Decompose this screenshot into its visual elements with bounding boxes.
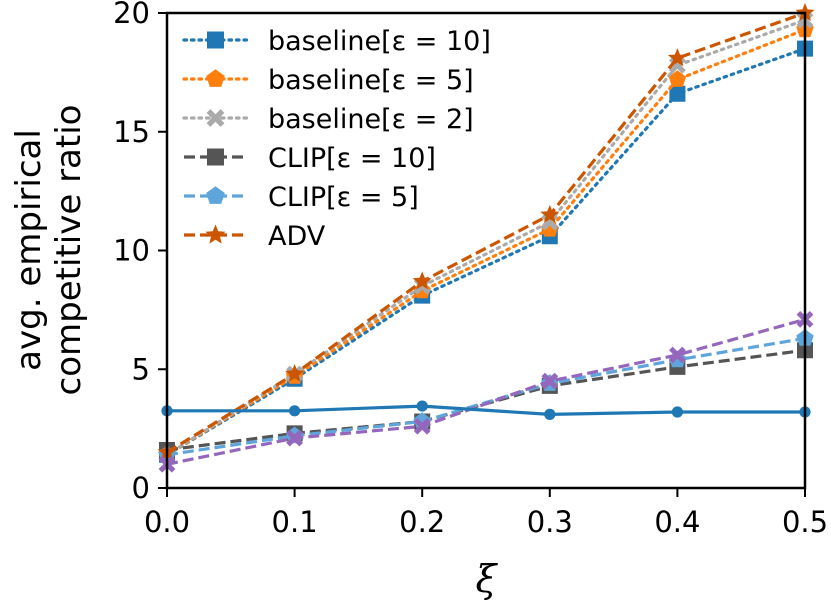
legend-marker-1 — [206, 69, 225, 87]
legend-label-1: baseline[ε = 5] — [268, 65, 474, 96]
series-5-point-1 — [285, 364, 305, 383]
legend-label-2: baseline[ε = 2] — [268, 104, 474, 135]
series-line-1 — [165, 28, 807, 457]
legend-item-0: baseline[ε = 10] — [182, 26, 491, 57]
series-7-point-1 — [289, 405, 301, 417]
legend-marker-0 — [207, 31, 224, 49]
legend-label-5: ADV — [268, 221, 326, 252]
series-7-point-2 — [416, 400, 428, 412]
x-axis-label: ξ — [476, 557, 499, 601]
series-0-point-4 — [669, 85, 686, 102]
series-6-point-2 — [413, 417, 431, 435]
legend-item-3: CLIP[ε = 10] — [184, 143, 436, 174]
legend-marker-2 — [206, 109, 225, 127]
x-tick-label-5: 0.5 — [782, 505, 828, 539]
series-line-5 — [166, 11, 806, 454]
y-tick-label-4: 20 — [113, 0, 150, 30]
legend-label-4: CLIP[ε = 5] — [268, 182, 419, 213]
legend: baseline[ε = 10] baseline[ε = 5] baseline[… — [182, 26, 491, 252]
axis-ticks: 0.0 0.1 0.2 0.3 0.4 0.5 0 5 10 15 20 — [113, 0, 828, 539]
series-5 — [157, 3, 815, 461]
series-7-point-3 — [544, 408, 556, 420]
y-axis-label-line-1: avg. empirical — [9, 129, 49, 371]
y-tick-label-0: 0 — [132, 471, 150, 505]
series-6-point-4 — [669, 346, 686, 364]
x-tick-label-4: 0.4 — [654, 505, 700, 539]
series-line-2 — [165, 18, 807, 457]
legend-marker-4 — [206, 186, 225, 204]
series-6 — [158, 311, 814, 473]
series-5-point-4 — [667, 48, 687, 67]
series-layer — [157, 3, 815, 473]
y-tick-label-2: 10 — [113, 234, 150, 268]
series-6-point-1 — [286, 429, 303, 447]
legend-label-3: CLIP[ε = 10] — [268, 143, 436, 174]
legend-item-5: ADV — [184, 221, 326, 252]
series-line-7 — [167, 404, 805, 417]
legend-marker-5 — [205, 224, 226, 244]
series-7-point-4 — [671, 406, 684, 418]
series-line-0 — [165, 46, 807, 457]
plot-frame — [165, 11, 807, 490]
series-5-point-3 — [540, 204, 560, 223]
y-tick-label-1: 5 — [132, 352, 150, 386]
legend-marker-3 — [207, 148, 224, 166]
series-1-point-4 — [668, 70, 687, 87]
series-6-point-3 — [541, 372, 559, 390]
y-axis-label-line-2: competitive ratio — [49, 105, 89, 396]
legend-item-2: baseline[ε = 2] — [182, 104, 474, 135]
series-line-3 — [166, 348, 806, 452]
x-tick-label-0: 0.0 — [144, 505, 190, 539]
series-7 — [161, 400, 811, 420]
x-tick-label-1: 0.1 — [272, 505, 318, 539]
series-line-6 — [166, 317, 806, 466]
x-tick-label-3: 0.3 — [527, 505, 573, 539]
legend-item-1: baseline[ε = 5] — [182, 65, 474, 96]
y-tick-label-3: 15 — [113, 115, 150, 149]
legend-label-0: baseline[ε = 10] — [268, 26, 491, 57]
x-tick-label-2: 0.2 — [399, 505, 445, 539]
legend-item-4: CLIP[ε = 5] — [184, 182, 419, 213]
series-5-point-2 — [412, 271, 432, 290]
